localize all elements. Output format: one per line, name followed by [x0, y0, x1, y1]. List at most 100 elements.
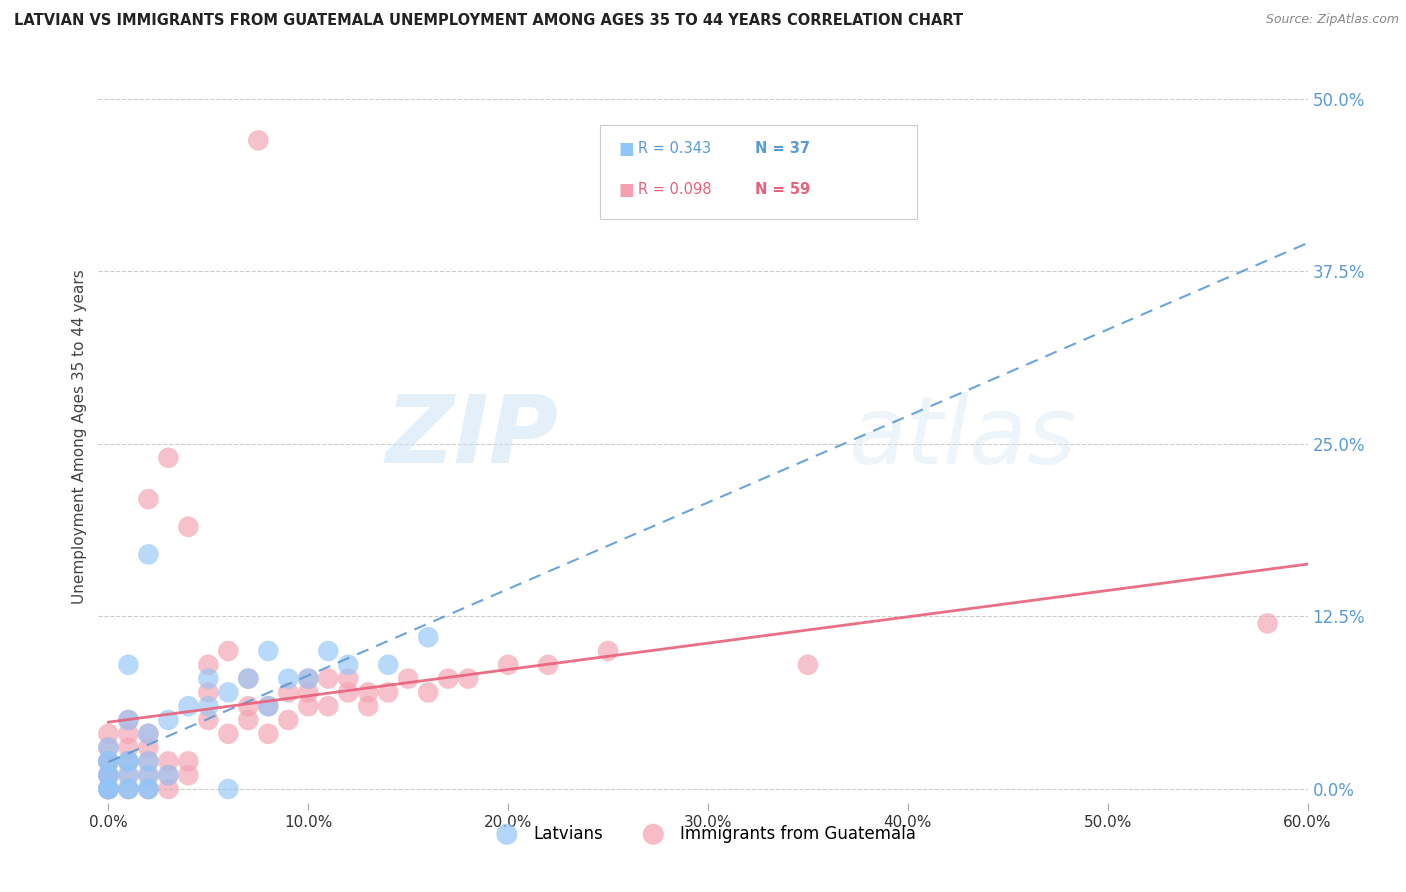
Point [97, 782, 120, 797]
Point [117, 782, 139, 797]
Point [217, 782, 239, 797]
Point [97, 768, 120, 782]
Point [138, 755, 160, 769]
Point [117, 768, 139, 782]
Point [418, 685, 440, 699]
Point [138, 755, 160, 769]
Point [197, 713, 219, 727]
Legend: Latvians, Immigrants from Guatemala: Latvians, Immigrants from Guatemala [484, 818, 922, 849]
Point [377, 657, 399, 672]
Point [138, 492, 160, 507]
Point [97, 782, 120, 797]
Point [157, 768, 180, 782]
Point [297, 672, 319, 686]
Point [357, 685, 380, 699]
Point [257, 699, 280, 714]
Point [377, 685, 399, 699]
Point [316, 699, 339, 714]
Point [247, 133, 270, 147]
Text: R = 0.098: R = 0.098 [638, 183, 711, 197]
Point [238, 713, 260, 727]
Point [157, 782, 180, 797]
Point [238, 699, 260, 714]
Point [457, 672, 479, 686]
Point [257, 699, 280, 714]
Point [316, 672, 339, 686]
Point [117, 740, 139, 755]
Point [138, 727, 160, 741]
Point [337, 657, 360, 672]
Point [117, 755, 139, 769]
Point [197, 699, 219, 714]
Point [117, 782, 139, 797]
Point [97, 782, 120, 797]
Text: LATVIAN VS IMMIGRANTS FROM GUATEMALA UNEMPLOYMENT AMONG AGES 35 TO 44 YEARS CORR: LATVIAN VS IMMIGRANTS FROM GUATEMALA UNE… [14, 13, 963, 29]
Point [97, 768, 120, 782]
Point [197, 685, 219, 699]
Point [177, 768, 200, 782]
Point [177, 520, 200, 534]
Point [97, 755, 120, 769]
Point [138, 727, 160, 741]
Point [437, 672, 460, 686]
Point [238, 672, 260, 686]
Point [97, 782, 120, 797]
Point [337, 685, 360, 699]
Point [97, 727, 120, 741]
Point [138, 768, 160, 782]
Point [297, 699, 319, 714]
Point [157, 755, 180, 769]
Point [238, 672, 260, 686]
Point [97, 755, 120, 769]
Point [177, 755, 200, 769]
Text: ■: ■ [619, 181, 634, 199]
Point [297, 685, 319, 699]
Point [418, 630, 440, 644]
Text: Source: ZipAtlas.com: Source: ZipAtlas.com [1265, 13, 1399, 27]
Point [117, 755, 139, 769]
Point [157, 713, 180, 727]
Point [396, 672, 419, 686]
Text: N = 37: N = 37 [755, 142, 810, 156]
Point [97, 782, 120, 797]
Point [97, 740, 120, 755]
Point [357, 699, 380, 714]
Point [97, 755, 120, 769]
Text: R = 0.343: R = 0.343 [638, 142, 711, 156]
Point [197, 657, 219, 672]
Text: atlas: atlas [848, 392, 1077, 483]
Point [257, 644, 280, 658]
Point [316, 644, 339, 658]
Point [217, 727, 239, 741]
Point [117, 782, 139, 797]
Point [277, 672, 299, 686]
Point [217, 685, 239, 699]
Point [117, 755, 139, 769]
Point [257, 727, 280, 741]
Point [797, 657, 820, 672]
Point [138, 782, 160, 797]
Point [277, 685, 299, 699]
Y-axis label: Unemployment Among Ages 35 to 44 years: Unemployment Among Ages 35 to 44 years [72, 269, 87, 605]
Point [197, 672, 219, 686]
Point [157, 450, 180, 465]
Text: N = 59: N = 59 [755, 183, 810, 197]
Point [277, 713, 299, 727]
Point [537, 657, 560, 672]
Point [97, 768, 120, 782]
Point [117, 657, 139, 672]
Point [138, 548, 160, 562]
Point [117, 713, 139, 727]
Point [138, 782, 160, 797]
Point [138, 740, 160, 755]
Point [138, 782, 160, 797]
Point [297, 672, 319, 686]
Point [117, 713, 139, 727]
Point [177, 699, 200, 714]
Point [217, 644, 239, 658]
Point [496, 657, 519, 672]
Point [1257, 616, 1279, 631]
Point [337, 672, 360, 686]
Point [157, 768, 180, 782]
Point [596, 644, 619, 658]
